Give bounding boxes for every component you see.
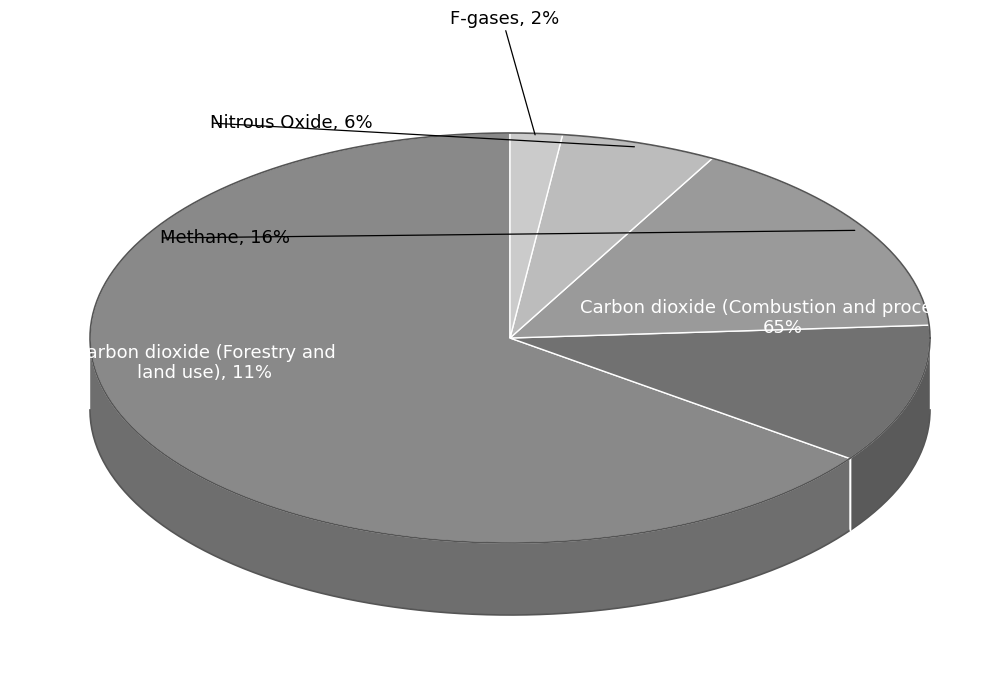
- Polygon shape: [510, 135, 712, 338]
- Text: F-gases, 2%: F-gases, 2%: [450, 10, 560, 28]
- Polygon shape: [850, 338, 930, 530]
- Polygon shape: [510, 158, 929, 338]
- Text: Carbon dioxide (Combustion and processes),
65%: Carbon dioxide (Combustion and processes…: [580, 299, 984, 337]
- Polygon shape: [90, 338, 930, 615]
- Polygon shape: [510, 325, 930, 458]
- Polygon shape: [90, 338, 850, 615]
- Text: Methane, 16%: Methane, 16%: [160, 229, 290, 247]
- Text: Nitrous Oxide, 6%: Nitrous Oxide, 6%: [210, 114, 373, 132]
- Polygon shape: [90, 133, 850, 543]
- Text: Carbon dioxide (Forestry and
land use), 11%: Carbon dioxide (Forestry and land use), …: [74, 344, 336, 382]
- Polygon shape: [510, 133, 563, 338]
